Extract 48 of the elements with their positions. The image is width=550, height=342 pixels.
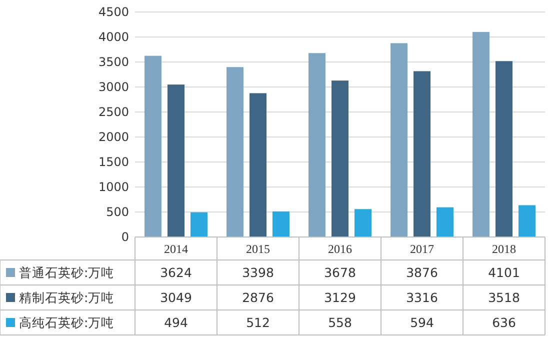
bar <box>144 56 162 237</box>
data-label: 3624 <box>160 265 192 280</box>
x-tick-label: 2015 <box>246 242 270 256</box>
y-tick-label: 4500 <box>98 5 129 19</box>
bar <box>332 80 348 237</box>
data-label: 3398 <box>242 265 274 280</box>
data-label: 3049 <box>160 290 192 305</box>
data-label: 2876 <box>242 290 274 305</box>
data-label: 594 <box>410 315 434 330</box>
bar <box>168 84 184 237</box>
x-tick-label: 2017 <box>410 242 434 256</box>
y-tick-label: 3000 <box>98 80 129 94</box>
bar <box>308 53 326 237</box>
y-tick-label: 0 <box>121 230 129 244</box>
y-tick-label: 1500 <box>98 155 129 169</box>
bar <box>414 71 430 237</box>
bar <box>390 43 408 237</box>
y-tick-label: 3500 <box>98 55 129 69</box>
bar <box>250 93 266 237</box>
data-label: 3316 <box>406 290 438 305</box>
bar <box>190 212 208 237</box>
x-tick-label: 2016 <box>328 242 352 256</box>
legend-label: 普通石英砂:万吨 <box>19 265 114 280</box>
bar <box>496 61 512 237</box>
bar <box>518 205 536 237</box>
data-label: 558 <box>328 315 352 330</box>
x-tick-label: 2014 <box>164 242 188 256</box>
bar <box>272 211 290 237</box>
bar <box>226 67 244 237</box>
y-tick-label: 2500 <box>98 105 129 119</box>
y-tick-label: 2000 <box>98 130 129 144</box>
data-label: 3876 <box>406 265 438 280</box>
y-tick-label: 4000 <box>98 30 129 44</box>
legend-label: 精制石英砂:万吨 <box>19 290 114 305</box>
bar <box>354 209 372 237</box>
data-label: 3678 <box>324 265 356 280</box>
data-label: 494 <box>164 315 188 330</box>
data-label: 512 <box>246 315 270 330</box>
legend-label: 高纯石英砂:万吨 <box>19 315 114 330</box>
data-label: 3129 <box>324 290 356 305</box>
data-label: 3518 <box>488 290 520 305</box>
y-tick-label: 1000 <box>98 180 129 194</box>
x-tick-label: 2018 <box>492 242 516 256</box>
bar <box>472 32 490 237</box>
bar <box>436 207 454 237</box>
data-label: 636 <box>492 315 516 330</box>
y-tick-label: 500 <box>106 205 129 219</box>
data-label: 4101 <box>488 265 520 280</box>
